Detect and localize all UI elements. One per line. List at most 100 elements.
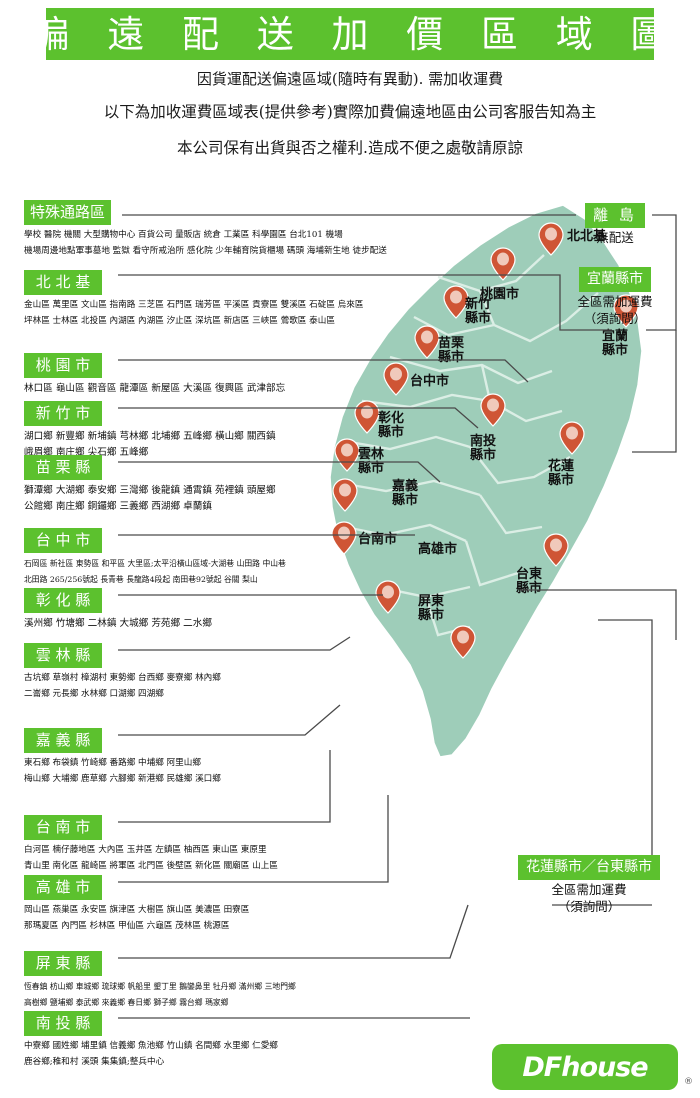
- pin-chiayi-label: 嘉義 縣市: [392, 480, 418, 507]
- callout-note-yilan: 全區需加運費: [577, 294, 653, 309]
- district-line: 金山區 萬里區 文山區 指南路 三芝區 石門區 瑞芳區 平溪區 貢寮區 雙溪區 …: [24, 300, 364, 310]
- region-section-hsinchu: 新 竹 市湖口鄉 新豐鄉 新埔鎮 芎林鄉 北埔鄉 五峰鄉 橫山鄉 關西鎮 峨眉鄉 …: [24, 401, 276, 461]
- region-section-miaoli: 苗 栗 縣獅潭鄉 大湖鄉 泰安鄉 三灣鄉 後龍鎮 通霄鎮 苑裡鎮 頭屋鄉 公館鄉 …: [24, 455, 276, 515]
- district-line: 青山里 南化區 龍崎區 將軍區 北門區 後壁區 新化區 關廟區 山上區: [24, 861, 278, 871]
- pin-label-line: 屏東: [418, 594, 445, 609]
- district-line: 公館鄉 南庄鄉 銅鑼鄉 三義鄉 西湖鄉 卓蘭鎮: [24, 501, 212, 512]
- pin-label-line: 縣市: [392, 492, 419, 508]
- subtitle-line-1: 因貨運配送偏遠區域(隨時有異動). 需加收運費: [196, 70, 504, 88]
- district-line: 古坑鄉 草嶺村 樟湖村 東勢鄉 台西鄉 麥寮鄉 林內鄉: [24, 673, 221, 683]
- subtitle-line-2: 以下為加收運費區域表(提供參考)實際加費偏遠地區由公司客服告知為主: [103, 103, 597, 121]
- pin-label-line: 縣市: [418, 607, 445, 623]
- pin-changhua-label: 彰化 縣市: [378, 412, 404, 439]
- pin-yilan-label: 宜蘭 縣市: [602, 330, 628, 357]
- pin-label-line: 縣市: [438, 349, 465, 365]
- region-label-taipei-newtaipei-keelung: 北 北 基: [24, 270, 102, 295]
- pin-taoyuan: [490, 247, 516, 281]
- region-districts-tainan: 白河區 楠仔藤地區 大內區 玉井區 左鎮區 柚西區 東山區 東原里 青山里 南化區…: [24, 843, 278, 874]
- brand-logo-text: DFhouse: [522, 1051, 648, 1083]
- callout-yilan: 宜蘭縣市 全區需加運費 （須詢問）: [568, 267, 662, 326]
- pin-label-line: 高雄市: [418, 542, 458, 557]
- pin-pingtung: [375, 580, 401, 614]
- callout-hualien-taitung: 花蓮縣市／台東縣市 全區需加運費 （須詢問）: [506, 855, 672, 914]
- district-line: 溪州鄉 竹塘鄉 二林鎮 大城鄉 芳苑鄉 二水鄉: [24, 618, 212, 629]
- pin-label-line: 縣市: [358, 460, 385, 476]
- region-label-pingtung: 屏 東 縣: [24, 951, 102, 976]
- region-districts-changhua: 溪州鄉 竹塘鄉 二林鎮 大城鄉 芳苑鄉 二水鄉: [24, 616, 212, 631]
- district-line: 坪林區 士林區 北投區 內湖區 內湖區 汐止區 深坑區 新店區 三峽區 鶯歌區 …: [24, 316, 335, 326]
- district-line: 峨眉鄉 南庄鄉 尖石鄉 五峰鄉: [24, 447, 149, 458]
- pin-yilan: [613, 294, 639, 328]
- pin-yunlin: [334, 438, 360, 472]
- pin-taichung: [383, 362, 409, 396]
- district-line: 林口區 龜山區 觀音區 龍潭區 新屋區 大溪區 復興區 武津部忘: [24, 383, 286, 394]
- pin-taitung: [543, 533, 569, 567]
- callout-note2-yilan: （須詢問）: [583, 311, 647, 326]
- region-label-taichung: 台 中 市: [24, 528, 102, 553]
- brand-logo[interactable]: DFhouse: [492, 1044, 678, 1090]
- region-section-kaohsiung: 高 雄 市岡山區 燕巢區 永安區 旗津區 大樹區 旗山區 美濃區 田寮區 那瑪夏區…: [24, 875, 249, 935]
- region-districts-miaoli: 獅潭鄉 大湖鄉 泰安鄉 三灣鄉 後龍鎮 通霄鎮 苑裡鎮 頭屋鄉 公館鄉 南庄鄉 銅…: [24, 483, 276, 514]
- district-line: 東石鄉 布袋鎮 竹崎鄉 番路鄉 中埔鄉 阿里山鄉: [24, 758, 201, 768]
- district-line: 恆春鎮 枋山鄉 車城鄉 琉球鄉 帆船里 墾丁里 鵝鑾鼻里 牡丹鄉 滿州鄉 三地門…: [24, 982, 296, 991]
- pin-label-line: 台南市: [358, 532, 398, 547]
- region-districts-taipei-newtaipei-keelung: 金山區 萬里區 文山區 指南路 三芝區 石門區 瑞芳區 平溪區 貢寮區 雙溪區 …: [24, 298, 363, 329]
- pin-changhua: [354, 400, 380, 434]
- callout-note-hualien-taitung: 全區需加運費: [551, 882, 627, 897]
- page-title-banner: 偏 遠 配 送 加 價 區 域 圖: [32, 8, 668, 60]
- region-districts-special-access: 學校 醫院 機關 大型購物中心 百貨公司 量販店 統倉 工業區 科學園區 台北1…: [24, 228, 387, 259]
- pin-tainan: [331, 521, 357, 555]
- taiwan-map: 北北基 桃園市 新竹 縣市 宜蘭 縣市 苗栗 縣市 台中市 彰化 縣市 南投 縣市 雲林 縣市 花蓮 縣市 嘉義縣…: [330, 195, 700, 1025]
- pin-label-line: 台東: [516, 567, 543, 582]
- district-line: 石岡區 新社區 東勢區 和平區 大里區;太平沿橫山區域-大湖巷 山田路 中山巷: [24, 559, 286, 568]
- pin-label-line: 南投: [470, 434, 497, 449]
- district-line: 獅潭鄉 大湖鄉 泰安鄉 三灣鄉 後龍鎮 通霄鎮 苑裡鎮 頭屋鄉: [24, 485, 276, 496]
- region-districts-pingtung: 恆春鎮 枋山鄉 車城鄉 琉球鄉 帆船里 墾丁里 鵝鑾鼻里 牡丹鄉 滿州鄉 三地門…: [24, 979, 296, 1010]
- region-section-special-access: 特殊通路區 學校 醫院 機關 大型購物中心 百貨公司 量販店 統倉 工業區 科學園…: [24, 200, 387, 260]
- region-section-taichung: 台 中 市石岡區 新社區 東勢區 和平區 大里區;太平沿橫山區域-大湖巷 山田路…: [24, 528, 286, 588]
- pin-label-line: 嘉義: [392, 479, 419, 494]
- region-districts-taichung: 石岡區 新社區 東勢區 和平區 大里區;太平沿橫山區域-大湖巷 山田路 中山巷北…: [24, 556, 286, 587]
- region-label-yunlin: 雲 林 縣: [24, 643, 102, 668]
- district-line: 湖口鄉 新豐鄉 新埔鎮 芎林鄉 北埔鄉 五峰鄉 橫山鄉 關西鎮: [24, 431, 276, 442]
- pin-label-line: 縣市: [470, 447, 497, 463]
- region-districts-kaohsiung: 岡山區 燕巢區 永安區 旗津區 大樹區 旗山區 美濃區 田寮區 那瑪夏區 內門區 …: [24, 903, 249, 934]
- pin-pingtung-label: 屏東 縣市: [418, 595, 444, 622]
- pin-chiayi: [332, 478, 358, 512]
- region-section-taipei-newtaipei-keelung: 北 北 基金山區 萬里區 文山區 指南路 三芝區 石門區 瑞芳區 平溪區 貢寮區…: [24, 270, 363, 330]
- pin-miaoli-label: 苗栗 縣市: [438, 337, 464, 364]
- district-line: 高樹鄉 鹽埔鄉 泰武鄉 來義鄉 春日鄉 獅子鄉 霧台鄉 瑪家鄉: [24, 998, 229, 1007]
- region-section-taoyuan: 桃 園 市林口區 龜山區 觀音區 龍潭區 新屋區 大溪區 復興區 武津部忘: [24, 353, 285, 397]
- pin-taitung-label: 台東 縣市: [516, 568, 542, 595]
- callout-note2-hualien-taitung: （須詢問）: [557, 899, 621, 914]
- pin-tainan-label: 台南市: [358, 533, 397, 547]
- pin-hualien-label: 花蓮 縣市: [548, 460, 574, 487]
- pin-label-line: 縣市: [548, 472, 575, 488]
- page-title: 偏 遠 配 送 加 價 區 域 圖: [32, 12, 681, 56]
- region-section-tainan: 台 南 市白河區 楠仔藤地區 大內區 玉井區 左鎮區 柚西區 東山區 東原里 青山…: [24, 815, 278, 875]
- district-line: 中寮鄉 國姓鄉 埔里鎮 信義鄉 魚池鄉 竹山鎮 名間鄉 水里鄉 仁愛鄉: [24, 1041, 278, 1051]
- pin-hengchun: [450, 625, 476, 659]
- pin-yunlin-label: 雲林 縣市: [358, 448, 384, 475]
- region-districts-taoyuan: 林口區 龜山區 觀音區 龍潭區 新屋區 大溪區 復興區 武津部忘: [24, 381, 285, 396]
- region-districts-yunlin: 古坑鄉 草嶺村 樟湖村 東勢鄉 台西鄉 麥寮鄉 林內鄉 二崙鄉 元長鄉 水林鄉 口…: [24, 671, 221, 702]
- pin-nantou-label: 南投 縣市: [470, 435, 496, 462]
- district-line: 北田路 265/256號起 長青巷 長龍路4段起 南田巷92號起 谷關 梨山: [24, 575, 258, 584]
- district-line: 那瑪夏區 內門區 杉林區 甲仙區 六龜區 茂林區 桃源區: [24, 921, 230, 931]
- pin-label-line: 縣市: [516, 580, 543, 596]
- region-label-nantou: 南 投 縣: [24, 1011, 102, 1036]
- district-line: 機場周邊地點軍事墓地 監獄 看守所戒治所 感化院 少年輔育院貨櫃場 碼頭 海埔新…: [24, 246, 387, 256]
- region-districts-chiayi: 東石鄉 布袋鎮 竹崎鄉 番路鄉 中埔鄉 阿里山鄉 梅山鄉 大埔鄉 鹿草鄉 六腳鄉 …: [24, 756, 221, 787]
- region-label-taoyuan: 桃 園 市: [24, 353, 102, 378]
- pin-label-line: 宜蘭: [602, 329, 629, 344]
- pin-label-line: 北北基: [567, 229, 607, 244]
- pin-label-line: 雲林: [358, 447, 385, 462]
- pin-nantou: [480, 393, 506, 427]
- callout-note-outlying-islands: 無配送: [596, 230, 634, 245]
- region-label-kaohsiung: 高 雄 市: [24, 875, 102, 900]
- pin-label-line: 苗栗: [438, 336, 465, 351]
- callout-label-outlying-islands: 離 島: [585, 203, 645, 228]
- pin-label-line: 縣市: [378, 424, 405, 440]
- registered-mark: ®: [684, 1077, 693, 1087]
